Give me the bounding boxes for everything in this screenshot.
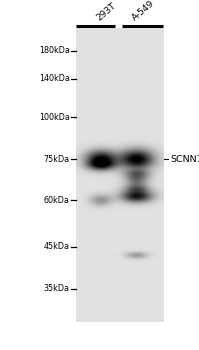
Text: 293T: 293T [95,1,118,23]
Text: A-549: A-549 [131,0,156,23]
Text: 35kDa: 35kDa [44,284,70,293]
Text: 140kDa: 140kDa [39,74,70,83]
Text: 100kDa: 100kDa [39,113,70,122]
Text: 60kDa: 60kDa [44,196,70,205]
Text: 75kDa: 75kDa [44,155,70,164]
Text: 180kDa: 180kDa [39,46,70,55]
Text: SCNN1A: SCNN1A [170,155,199,164]
Bar [76,28,163,322]
Text: 45kDa: 45kDa [44,242,70,251]
